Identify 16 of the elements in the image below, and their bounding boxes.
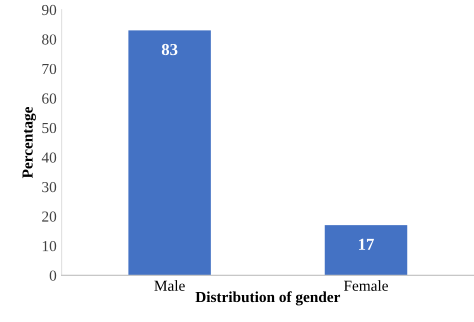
y-tick-label: 50 bbox=[42, 122, 56, 134]
y-tick-label: 40 bbox=[42, 152, 56, 163]
y-tick-label: 90 bbox=[42, 4, 56, 16]
y-tick-label: 70 bbox=[42, 64, 56, 74]
y-tick-label: 10 bbox=[42, 240, 56, 252]
y-tick-label: 30 bbox=[42, 182, 56, 192]
x-tick-label: Female bbox=[344, 280, 388, 291]
data-label: 83 bbox=[162, 44, 178, 56]
y-tick-label: 80 bbox=[42, 34, 56, 45]
y-axis-title: Percentage bbox=[22, 106, 36, 178]
x-tick-label: Male bbox=[154, 280, 185, 291]
y-tick-label: 20 bbox=[42, 211, 56, 222]
x-axis-title: Distribution of gender bbox=[196, 291, 340, 306]
data-label: 17 bbox=[359, 238, 374, 250]
y-tick-label: 60 bbox=[42, 93, 56, 104]
y-tick-label: 0 bbox=[50, 270, 56, 281]
